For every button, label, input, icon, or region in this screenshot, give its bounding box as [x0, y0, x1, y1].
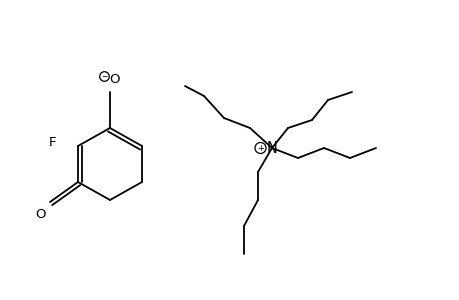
Text: O: O	[35, 208, 45, 221]
Text: O: O	[108, 73, 119, 86]
Text: N: N	[266, 140, 277, 155]
Text: +: +	[257, 143, 263, 152]
Text: −: −	[101, 72, 107, 81]
Text: F: F	[48, 136, 56, 148]
